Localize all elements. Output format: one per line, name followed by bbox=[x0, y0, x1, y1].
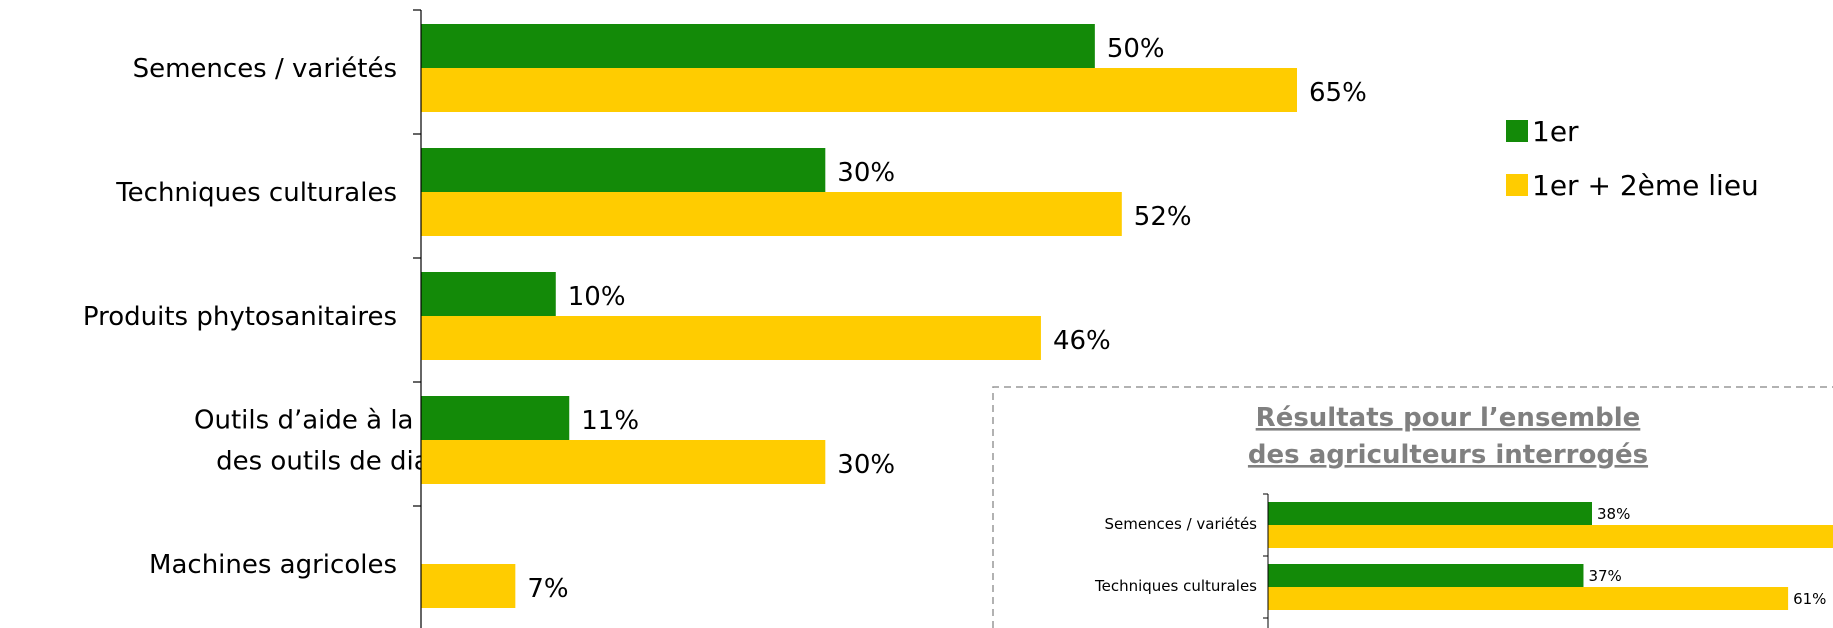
inset-panel: Résultats pour l’ensemble des agriculteur… bbox=[992, 386, 1833, 628]
category-label-techniques-culturales: Techniques culturales bbox=[115, 178, 397, 208]
data-label-1er-2eme-lieu-outils-d-aide-a-la-decision-des-outils-de-diagnostic: 30% bbox=[837, 450, 895, 480]
category-label-semences-varietes: Semences / variétés bbox=[133, 54, 397, 84]
bar-1er-outils-d-aide-a-la-decision-des-outils-de-diagnostic bbox=[421, 396, 570, 440]
bar-1er-2eme-lieu-techniques-culturales bbox=[421, 192, 1122, 236]
data-label-1er-outils-d-aide-a-la-decision-des-outils-de-diagnostic: 11% bbox=[581, 406, 639, 436]
bar-1er-semences-varietes bbox=[421, 24, 1095, 68]
main-bar-chart: Semences / variétés 50% 65% Techniques cult… bbox=[83, 9, 1367, 628]
inset-data-label-1er-semences-varietes: 38% bbox=[1597, 505, 1630, 523]
inset-data-label-1er-techniques-culturales: 37% bbox=[1588, 567, 1621, 585]
inset-bar-1er-semences-varietes bbox=[1268, 502, 1592, 525]
inset-dashed-border bbox=[992, 386, 1833, 628]
legend: 1er 1er + 2ème lieu bbox=[1506, 115, 1759, 202]
category-label-machines-agricoles: Machines agricoles bbox=[149, 550, 397, 580]
bar-1er-2eme-lieu-outils-d-aide-a-la-decision-des-outils-de-diagnostic bbox=[421, 440, 826, 484]
bar-1er-2eme-lieu-produits-phytosanitaires bbox=[421, 316, 1041, 360]
inset-title-line-1: Résultats pour l’ensemble bbox=[1256, 403, 1641, 433]
bar-1er-produits-phytosanitaires bbox=[421, 272, 556, 316]
data-label-1er-produits-phytosanitaires: 10% bbox=[568, 282, 626, 312]
inset-category-label-semences-varietes: Semences / variétés bbox=[1104, 515, 1257, 533]
inset-data-label-1er-2eme-lieu-techniques-culturales: 61% bbox=[1793, 590, 1826, 608]
inset-bar-1er-2eme-lieu-semences-varietes bbox=[1268, 525, 1833, 548]
inset-category-label-techniques-culturales: Techniques culturales bbox=[1094, 577, 1257, 595]
data-label-1er-2eme-lieu-semences-varietes: 65% bbox=[1309, 78, 1367, 108]
data-label-1er-techniques-culturales: 30% bbox=[837, 158, 895, 188]
bar-1er-techniques-culturales bbox=[421, 148, 826, 192]
legend-swatch-1er bbox=[1506, 120, 1528, 142]
inset-title-line-2: des agriculteurs interrogés bbox=[1248, 440, 1648, 470]
inset-bar-1er-techniques-culturales bbox=[1268, 564, 1584, 587]
category-label-produits-phytosanitaires: Produits phytosanitaires bbox=[83, 302, 397, 332]
data-label-1er-semences-varietes: 50% bbox=[1107, 34, 1165, 64]
inset-bar-1er-2eme-lieu-techniques-culturales bbox=[1268, 587, 1789, 610]
legend-label-1er-2eme-lieu: 1er + 2ème lieu bbox=[1532, 169, 1759, 202]
bar-1er-2eme-lieu-machines-agricoles bbox=[421, 564, 516, 608]
data-label-1er-2eme-lieu-machines-agricoles: 7% bbox=[527, 574, 568, 604]
data-label-1er-2eme-lieu-techniques-culturales: 52% bbox=[1134, 202, 1192, 232]
legend-label-1er: 1er bbox=[1532, 115, 1579, 148]
legend-swatch-1er-2eme-lieu bbox=[1506, 174, 1528, 196]
bar-1er-2eme-lieu-semences-varietes bbox=[421, 68, 1297, 112]
data-label-1er-2eme-lieu-produits-phytosanitaires: 46% bbox=[1053, 326, 1111, 356]
